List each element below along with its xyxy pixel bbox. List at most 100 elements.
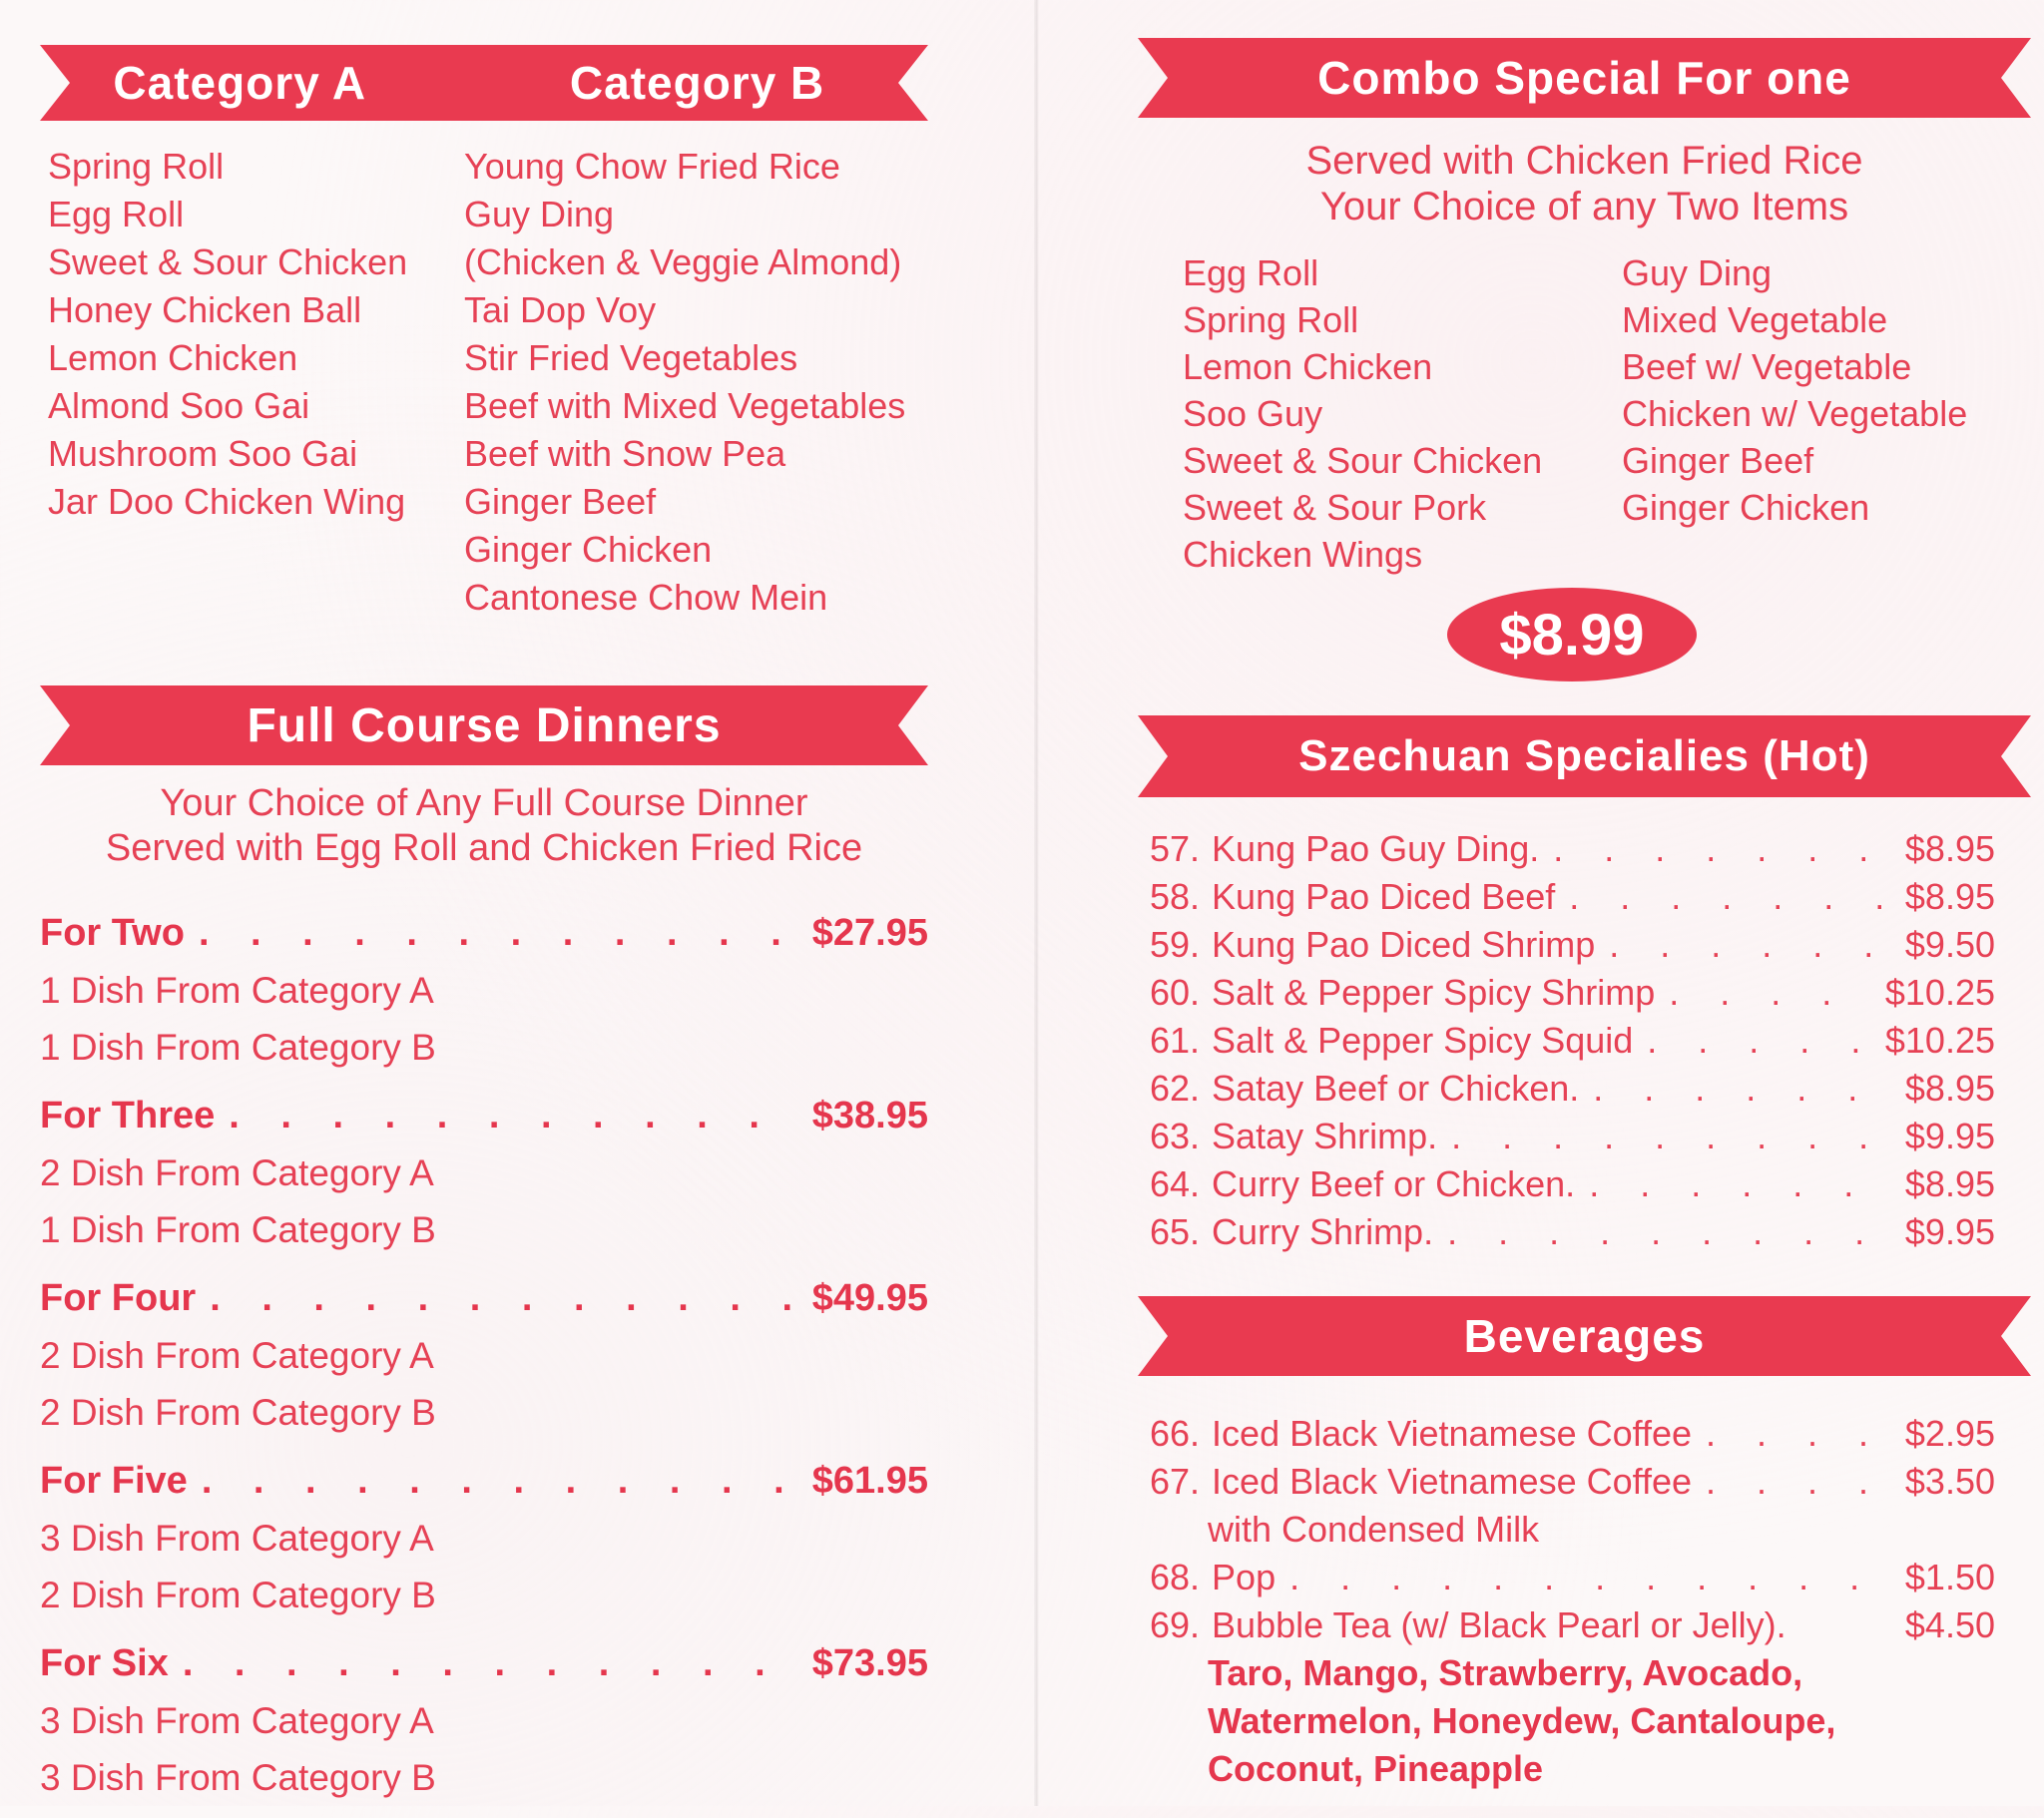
option-price: $61.95 xyxy=(811,1460,928,1502)
menu-item: Lemon Chicken xyxy=(1183,346,1433,387)
row-subline: with Condensed Milk xyxy=(1208,1509,1540,1550)
row-name: Salt & Pepper Spicy Shrimp xyxy=(1212,972,1656,1013)
menu-item: Ginger Chicken xyxy=(1622,487,1870,528)
option-label: For Six xyxy=(40,1642,169,1684)
menu-item: Guy Ding xyxy=(1622,252,1773,293)
menu-item: Guy Ding xyxy=(464,194,615,234)
leader-dots xyxy=(183,1635,798,1692)
option-detail: 2 Dish From Category A xyxy=(40,1152,434,1193)
menu-item: Sweet & Sour Chicken xyxy=(1183,440,1543,481)
leader-dots xyxy=(229,1088,798,1144)
row-price: $8.95 xyxy=(1904,828,1995,869)
combo-subtitle: Served with Chicken Fried Rice Your Choi… xyxy=(1138,138,2031,229)
menu-row: 57. Kung Pao Guy Ding. $8.95 xyxy=(1150,825,1995,873)
row-number: 67. xyxy=(1150,1461,1201,1502)
dinner-option: For Three $38.95 2 Dish From Category A … xyxy=(40,1088,928,1258)
category-b-header: Category B xyxy=(569,57,825,109)
leader-dots xyxy=(199,905,798,962)
leader-dots xyxy=(202,1453,798,1510)
leader-dots xyxy=(1593,1065,1891,1113)
row-name: Iced Black Vietnamese Coffee xyxy=(1212,1461,1693,1502)
row-price: $1.50 xyxy=(1904,1557,1995,1597)
menu-item: Cantonese Chow Mein xyxy=(464,577,828,618)
row-number: 68. xyxy=(1150,1557,1201,1597)
flavor-line: Coconut, Pineapple xyxy=(1208,1748,1544,1789)
row-number: 64. xyxy=(1150,1163,1201,1204)
row-name: Iced Black Vietnamese Coffee xyxy=(1212,1413,1693,1454)
row-name: Kung Pao Diced Beef xyxy=(1212,876,1556,917)
subtitle-line: Served with Egg Roll and Chicken Fried R… xyxy=(105,827,863,869)
option-label: For Three xyxy=(40,1095,216,1136)
subtitle-line: Served with Chicken Fried Rice xyxy=(1305,139,1863,183)
row-number: 63. xyxy=(1150,1116,1201,1156)
category-lists: Spring Roll Egg Roll Sweet & Sour Chicke… xyxy=(40,143,928,622)
menu-row: 61. Salt & Pepper Spicy Squid $10.25 xyxy=(1150,1017,1995,1065)
subtitle-line: Your Choice of Any Full Course Dinner xyxy=(160,782,808,824)
menu-item: Chicken Wings xyxy=(1183,534,1423,575)
leader-dots xyxy=(1447,1208,1891,1256)
row-price: $8.95 xyxy=(1904,876,1995,917)
menu-item: Lemon Chicken xyxy=(48,337,298,378)
flavor-line: Taro, Mango, Strawberry, Avocado, xyxy=(1208,1652,1803,1693)
row-number: 60. xyxy=(1150,972,1201,1013)
flavor-line: Watermelon, Honeydew, Cantaloupe, xyxy=(1208,1700,1836,1741)
menu-row: 64. Curry Beef or Chicken. $8.95 xyxy=(1150,1160,1995,1208)
row-number: 61. xyxy=(1150,1020,1201,1061)
row-price: $10.25 xyxy=(1884,1020,1995,1061)
option-detail: 1 Dish From Category B xyxy=(40,1027,436,1068)
row-number: 65. xyxy=(1150,1211,1201,1252)
menu-item: Chicken w/ Vegetable xyxy=(1622,393,1968,434)
menu-item: Soo Guy xyxy=(1183,393,1323,434)
option-label: For Four xyxy=(40,1277,197,1319)
row-price: $9.50 xyxy=(1904,924,1995,965)
row-name: Kung Pao Diced Shrimp xyxy=(1212,924,1596,965)
row-price: $8.95 xyxy=(1904,1068,1995,1109)
leader-dots xyxy=(1451,1113,1891,1160)
row-name: Kung Pao Guy Ding. xyxy=(1212,828,1540,869)
row-name: Bubble Tea (w/ Black Pearl or Jelly). xyxy=(1212,1604,1787,1645)
beverages-banner: Beverages xyxy=(1138,1296,2031,1376)
full-course-subtitle: Your Choice of Any Full Course Dinner Se… xyxy=(40,781,928,871)
category-a-header: Category A xyxy=(113,57,367,109)
row-number: 57. xyxy=(1150,828,1201,869)
menu-item: Egg Roll xyxy=(48,194,185,234)
menu-item: Mushroom Soo Gai xyxy=(48,433,358,474)
szechuan-title: Szechuan Specialies (Hot) xyxy=(1298,731,1870,780)
combo-lists: Egg Roll Spring Roll Lemon Chicken Soo G… xyxy=(1138,249,2031,578)
combo-title: Combo Special For one xyxy=(1317,52,1851,104)
leader-dots xyxy=(1609,921,1891,969)
dinner-option: For Five $61.95 3 Dish From Category A 2… xyxy=(40,1453,928,1623)
option-detail: 1 Dish From Category B xyxy=(40,1209,436,1250)
option-price: $27.95 xyxy=(811,912,928,954)
menu-row: 66. Iced Black Vietnamese Coffee $2.95 xyxy=(1150,1410,1995,1458)
option-detail: 2 Dish From Category B xyxy=(40,1575,436,1615)
menu-item: Spring Roll xyxy=(48,146,225,187)
option-detail: 3 Dish From Category A xyxy=(40,1518,434,1559)
menu-item: Jar Doo Chicken Wing xyxy=(48,481,406,522)
row-name: Curry Shrimp. xyxy=(1212,1211,1434,1252)
menu-item: Almond Soo Gai xyxy=(48,385,310,426)
subtitle-line: Your Choice of any Two Items xyxy=(1319,185,1849,228)
row-price: $9.95 xyxy=(1904,1211,1995,1252)
leader-dots xyxy=(210,1270,798,1327)
row-number: 58. xyxy=(1150,876,1201,917)
szechuan-banner: Szechuan Specialies (Hot) xyxy=(1138,715,2031,797)
menu-item: Beef with Snow Pea xyxy=(464,433,786,474)
menu-item: Sweet & Sour Chicken xyxy=(48,241,408,282)
row-name: Curry Beef or Chicken. xyxy=(1212,1163,1576,1204)
price-badge: $8.99 xyxy=(1447,588,1697,682)
full-course-banner: Full Course Dinners xyxy=(40,685,928,765)
row-number: 69. xyxy=(1150,1604,1201,1645)
menu-item: Beef with Mixed Vegetables xyxy=(464,385,906,426)
row-price: $9.95 xyxy=(1904,1116,1995,1156)
category-a-list: Spring Roll Egg Roll Sweet & Sour Chicke… xyxy=(40,143,464,622)
dinner-options: For Two $27.95 1 Dish From Category A 1 … xyxy=(40,905,928,1806)
beverages-title: Beverages xyxy=(1463,1310,1706,1362)
menu-row: 63. Satay Shrimp. $9.95 xyxy=(1150,1113,1995,1160)
menu-item: Beef w/ Vegetable xyxy=(1622,346,1912,387)
left-column: Category A Category B Spring Roll Egg Ro… xyxy=(40,45,928,1818)
row-name: Pop xyxy=(1212,1557,1277,1597)
row-number: 62. xyxy=(1150,1068,1201,1109)
combo-list-left: Egg Roll Spring Roll Lemon Chicken Soo G… xyxy=(1138,249,1622,578)
menu-row: 68. Pop $1.50 xyxy=(1150,1554,1995,1601)
